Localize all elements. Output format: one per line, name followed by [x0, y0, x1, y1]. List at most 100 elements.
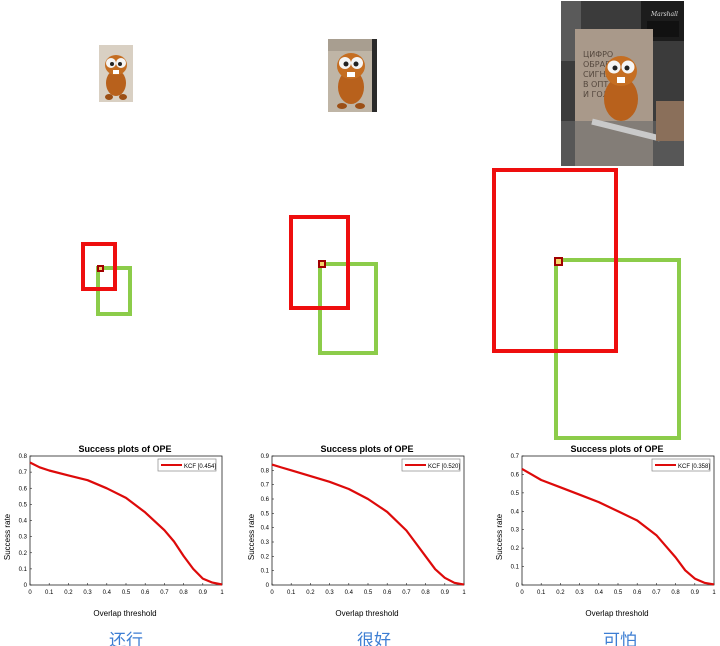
x-tick-label: 0.2	[306, 590, 315, 596]
x-tick-label: 0	[28, 590, 32, 596]
success-plot-2: Success plots of OPE Success rate Overla…	[242, 440, 472, 618]
book-title-line-3: СИГНА	[583, 70, 611, 79]
x-tick-label: 0.4	[595, 590, 604, 596]
plot-title: Success plots of OPE	[320, 444, 413, 454]
x-tick-label: 0.7	[402, 590, 411, 596]
success-plot-svg-3: Success plots of OPE Success rate Overla…	[495, 444, 717, 618]
x-tick-label: 1	[462, 590, 466, 596]
y-tick-label: 0.3	[511, 528, 520, 534]
caption-2: 很好	[357, 631, 391, 646]
y-tick-label: 0.8	[261, 468, 270, 474]
legend-entry: KCF [0.454]	[184, 464, 216, 470]
y-tick-label: 0.2	[19, 551, 28, 557]
plot-title: Success plots of OPE	[570, 444, 663, 454]
y-axis-label: Success rate	[247, 513, 256, 560]
y-tick-label: 0.5	[511, 491, 520, 497]
success-plot-3: Success plots of OPE Success rate Overla…	[490, 440, 720, 618]
y-tick-label: 0.1	[19, 567, 28, 573]
x-tick-label: 0.4	[345, 590, 354, 596]
x-tick-label: 0.6	[141, 590, 150, 596]
plot-frame	[521, 455, 715, 586]
x-tick-label: 0.6	[633, 590, 642, 596]
y-tick-label: 0.5	[19, 502, 28, 508]
x-axis-label: Overlap threshold	[585, 609, 648, 618]
x-tick-label: 1	[712, 590, 716, 596]
plot-frame	[271, 455, 465, 586]
x-tick-label: 0.9	[199, 590, 208, 596]
y-tick-label: 0.1	[261, 569, 270, 575]
x-tick-label: 0.1	[45, 590, 54, 596]
axes-1: 0 0.1 0.2 0.3 0.4 0.5 0.6 0.7 0.8 0.9 1 0 0.1 0.2 0.3 0…	[19, 454, 225, 596]
x-tick-label: 0.5	[614, 590, 623, 596]
svg-text:Success plots of OPE: Success plots of OPE	[570, 444, 663, 454]
x-tick-label: 0.8	[671, 590, 680, 596]
center-marker-1	[97, 265, 104, 272]
x-tick-label: 0.5	[364, 590, 373, 596]
beaver-toy-image	[328, 39, 377, 112]
y-tick-label: 0.8	[19, 454, 28, 460]
svg-text:Success plots of OPE: Success plots of OPE	[78, 444, 171, 454]
x-tick-label: 0	[270, 590, 274, 596]
x-tick-label: 0.4	[103, 590, 112, 596]
thumbnail-2	[328, 39, 377, 112]
legend-3: KCF [0.358]	[651, 458, 711, 472]
y-tick-label: 0.9	[261, 454, 270, 460]
success-curve	[271, 463, 465, 586]
x-tick-label: 0.8	[421, 590, 430, 596]
book-title-line-1: ЦИФРО	[583, 50, 613, 59]
y-tick-label: 0	[516, 583, 520, 589]
center-marker-3	[554, 257, 563, 266]
x-axis-label: Overlap threshold	[335, 609, 398, 618]
svg-text:Success rate: Success rate	[247, 513, 256, 560]
legend-2: KCF [0.520]	[401, 458, 461, 472]
x-tick-label: 0.3	[83, 590, 92, 596]
axes-2: 0 0.1 0.2 0.3 0.4 0.5 0.6 0.7 0.8 0.9 1 0 0.1 0.2 0.3 0…	[261, 454, 467, 596]
success-plot-1: Success plots of OPE Success rate Overla…	[0, 440, 230, 618]
success-curve	[521, 467, 715, 586]
amp-logo-text: Marshall	[650, 11, 678, 18]
predicted-box-2	[289, 215, 350, 310]
y-tick-label: 0.5	[261, 511, 270, 517]
caption-3: 可怕	[603, 631, 637, 646]
svg-text:Overlap threshold: Overlap threshold	[585, 609, 648, 618]
axes-3: 0 0.1 0.2 0.3 0.4 0.5 0.6 0.7 0.8 0.9 1 0 0.1 0.2 0.3 0…	[511, 454, 717, 596]
x-tick-label: 0.9	[441, 590, 450, 596]
y-tick-label: 0.2	[261, 554, 270, 560]
x-axis-label: Overlap threshold	[93, 609, 156, 618]
beaver-toy-with-book-image: Marshall ЦИФРО ОБРАБ СИГНА В ОПТ И ГОЛ	[561, 1, 684, 166]
y-tick-label: 0.6	[511, 472, 520, 478]
x-tick-label: 0.3	[575, 590, 584, 596]
y-tick-label: 0.6	[19, 486, 28, 492]
x-tick-label: 0.9	[691, 590, 700, 596]
x-tick-label: 0.2	[556, 590, 565, 596]
y-tick-label: 0.7	[19, 470, 28, 476]
y-tick-label: 0.3	[261, 540, 270, 546]
y-tick-label: 0.4	[261, 526, 270, 532]
svg-text:Overlap threshold: Overlap threshold	[335, 609, 398, 618]
book-title-line-2: ОБРАБ	[583, 60, 611, 69]
x-tick-label: 0.3	[325, 590, 334, 596]
plot-frame	[29, 455, 223, 586]
beaver-toy-image	[99, 45, 133, 102]
legend-1: KCF [0.454]	[157, 458, 217, 472]
y-tick-label: 0.4	[511, 509, 520, 515]
book-title-line-4: В ОПТ	[583, 80, 608, 89]
y-tick-label: 0.7	[511, 454, 520, 460]
y-tick-label: 0.3	[19, 535, 28, 541]
predicted-box-1	[81, 242, 117, 291]
success-curve	[29, 461, 223, 586]
center-marker-2	[318, 260, 326, 268]
y-tick-label: 0	[266, 583, 270, 589]
y-tick-label: 0.6	[261, 497, 270, 503]
x-tick-label: 0.5	[122, 590, 131, 596]
y-axis-label: Success rate	[495, 513, 504, 560]
x-tick-label: 0.8	[179, 590, 188, 596]
legend-entry: KCF [0.358]	[678, 464, 710, 470]
y-tick-label: 0.2	[511, 546, 520, 552]
success-plot-svg-1: Success plots of OPE Success rate Overla…	[3, 444, 225, 618]
y-tick-label: 0.4	[19, 519, 28, 525]
x-tick-label: 0.7	[652, 590, 661, 596]
svg-text:Success plots of OPE: Success plots of OPE	[320, 444, 413, 454]
svg-text:Success rate: Success rate	[3, 513, 12, 560]
